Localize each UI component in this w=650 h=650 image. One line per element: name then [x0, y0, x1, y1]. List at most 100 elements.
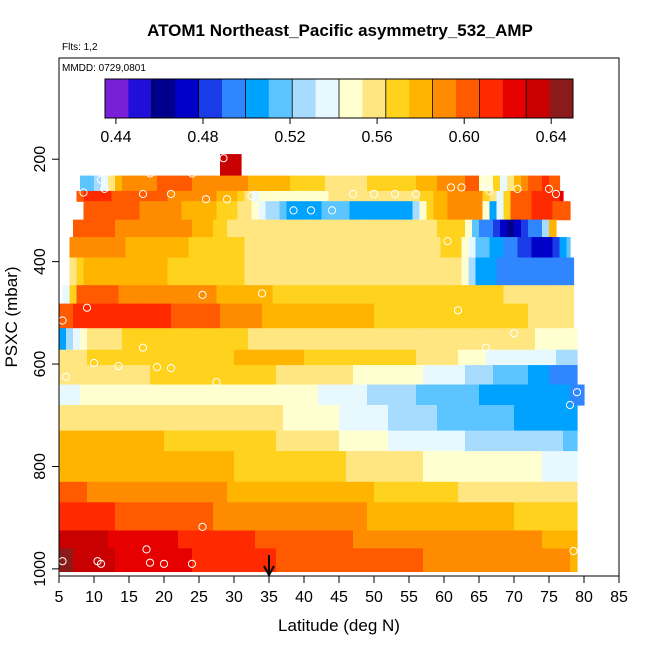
heatmap-cell — [367, 530, 375, 549]
heatmap-cell — [122, 548, 130, 573]
heatmap-cell — [220, 175, 228, 192]
heatmap-cell — [458, 481, 466, 503]
heatmap-cell — [293, 257, 302, 286]
heatmap-cell — [290, 365, 298, 386]
heatmap-cell — [192, 303, 200, 329]
heatmap-cell — [157, 530, 165, 549]
heatmap-cell — [248, 502, 256, 532]
heatmap-cell — [409, 451, 417, 483]
heatmap-cell — [409, 303, 417, 329]
heatmap-cell — [465, 303, 473, 329]
heatmap-cell — [311, 430, 319, 452]
heatmap-cell — [206, 548, 214, 573]
heatmap-cell — [356, 201, 365, 221]
heatmap-cell — [307, 190, 316, 202]
heatmap-cell — [332, 365, 340, 386]
heatmap-cell — [101, 430, 109, 452]
heatmap-cell — [276, 430, 284, 452]
heatmap-cell — [419, 201, 428, 221]
heatmap-cell — [433, 201, 442, 221]
heatmap-cell — [258, 190, 267, 202]
heatmap-cell — [251, 237, 260, 259]
heatmap-cell — [150, 502, 158, 532]
heatmap-cell — [503, 237, 512, 259]
heatmap-cell — [297, 175, 305, 192]
heatmap-cell — [213, 219, 221, 238]
heatmap-cell — [206, 175, 214, 192]
heatmap-cell — [108, 451, 116, 483]
heatmap-cell — [118, 257, 127, 286]
heatmap-cell — [384, 257, 393, 286]
heatmap-cell — [437, 303, 445, 329]
heatmap-cell — [136, 502, 144, 532]
heatmap-cell — [262, 451, 270, 483]
heatmap-cell — [552, 257, 561, 286]
heatmap-cell — [59, 548, 67, 573]
heatmap-cell — [104, 190, 113, 202]
heatmap-cell — [535, 328, 543, 351]
heatmap-cell — [129, 530, 137, 549]
x-tick-label: 80 — [575, 589, 593, 606]
heatmap-cell — [241, 384, 249, 406]
heatmap-cell — [510, 285, 519, 305]
heatmap-cell — [556, 451, 564, 483]
heatmap-cell — [528, 481, 536, 503]
heatmap-cell — [192, 548, 200, 573]
heatmap-cell — [493, 451, 501, 483]
heatmap-cell — [465, 405, 473, 432]
heatmap-cell — [129, 548, 137, 573]
heatmap-cell — [87, 430, 95, 452]
heatmap-cell — [83, 201, 92, 221]
heatmap-cell — [472, 219, 480, 238]
heatmap-cell — [188, 257, 197, 286]
heatmap-cell — [73, 430, 81, 452]
heatmap-cell — [150, 405, 158, 432]
heatmap-cell — [230, 285, 239, 305]
heatmap-cell — [185, 481, 193, 503]
heatmap-cell — [66, 530, 74, 549]
heatmap-cell — [101, 451, 109, 483]
heatmap-cell — [185, 219, 193, 238]
heatmap-cell — [300, 237, 309, 259]
heatmap-cell — [241, 219, 249, 238]
heatmap-cell — [440, 201, 449, 221]
heatmap-cell — [104, 201, 113, 221]
heatmap-cell — [178, 175, 186, 192]
heatmap-cell — [283, 502, 291, 532]
heatmap-cell — [507, 530, 515, 549]
heatmap-cell — [80, 365, 88, 386]
sample-point — [166, 364, 176, 373]
heatmap-cell — [129, 384, 137, 406]
heatmap-cell — [213, 303, 221, 329]
heatmap-cell — [556, 430, 564, 452]
heatmap-cell — [468, 201, 477, 221]
heatmap-cell — [454, 201, 463, 221]
heatmap-cell — [251, 257, 260, 286]
heatmap-cell — [416, 303, 424, 329]
heatmap-cell — [241, 481, 249, 503]
heatmap-cell — [570, 365, 578, 386]
heatmap-cell — [178, 365, 186, 386]
sample-point — [187, 559, 197, 568]
heatmap-cell — [209, 190, 218, 202]
heatmap-cell — [528, 502, 536, 532]
heatmap-cell — [171, 328, 179, 351]
heatmap-cell — [174, 190, 183, 202]
heatmap-cell — [437, 365, 445, 386]
heatmap-cell — [514, 502, 522, 532]
heatmap-cell — [346, 451, 354, 483]
heatmap-cell — [150, 481, 158, 503]
heatmap-cell — [356, 285, 365, 305]
heatmap-cell — [549, 219, 557, 238]
heatmap-cell — [391, 201, 400, 221]
heatmap-cell — [255, 405, 263, 432]
heatmap-cell — [157, 502, 165, 532]
heatmap-cell — [521, 328, 529, 351]
heatmap-cell — [255, 548, 263, 573]
heatmap-cell — [283, 365, 291, 386]
heatmap-cell — [570, 548, 578, 573]
heatmap-cell — [80, 328, 88, 351]
heatmap-cell — [122, 502, 130, 532]
heatmap-cell — [374, 548, 382, 573]
heatmap-cell — [510, 190, 519, 202]
